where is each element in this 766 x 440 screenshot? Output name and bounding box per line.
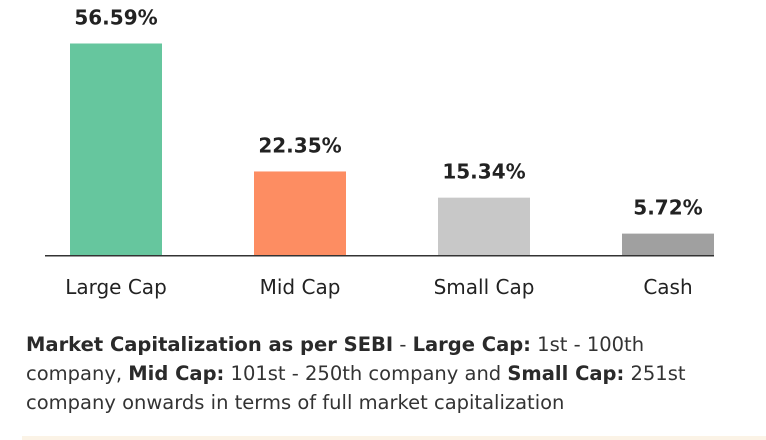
note-small-cap-label: Small Cap:: [507, 362, 625, 385]
x-tick-label-cash: Cash: [643, 275, 692, 299]
note-mid-cap-text: 101st - 250th company and: [224, 362, 508, 385]
note-mid-cap-label: Mid Cap:: [128, 362, 225, 385]
x-tick-label-large-cap: Large Cap: [65, 275, 167, 299]
note-separator: -: [393, 333, 413, 356]
data-label-small-cap: 15.34%: [442, 160, 525, 184]
bar-small-cap: [438, 197, 530, 255]
bar-large-cap: [70, 43, 162, 255]
x-tick-label-mid-cap: Mid Cap: [260, 275, 341, 299]
data-label-mid-cap: 22.35%: [258, 133, 341, 157]
note-small-cap-text: 251st company onwards in terms of full m…: [26, 362, 686, 414]
note-title: Market Capitalization as per SEBI: [26, 333, 394, 356]
market-cap-definition-note: Market Capitalization as per SEBI - Larg…: [26, 330, 746, 417]
note-large-cap-text: 1st - 100th company,: [26, 333, 645, 385]
data-label-large-cap: 56.59%: [74, 6, 157, 30]
x-tick-label-small-cap: Small Cap: [434, 275, 535, 299]
note-large-cap-label: Large Cap:: [412, 333, 531, 356]
bar-cash: [622, 233, 714, 255]
data-label-cash: 5.72%: [633, 196, 702, 220]
bar-mid-cap: [254, 171, 346, 255]
market-cap-bar-chart: 56.59% Large Cap 22.35% Mid Cap 15.34% Small …: [45, 6, 714, 299]
footer-divider: [22, 436, 766, 440]
